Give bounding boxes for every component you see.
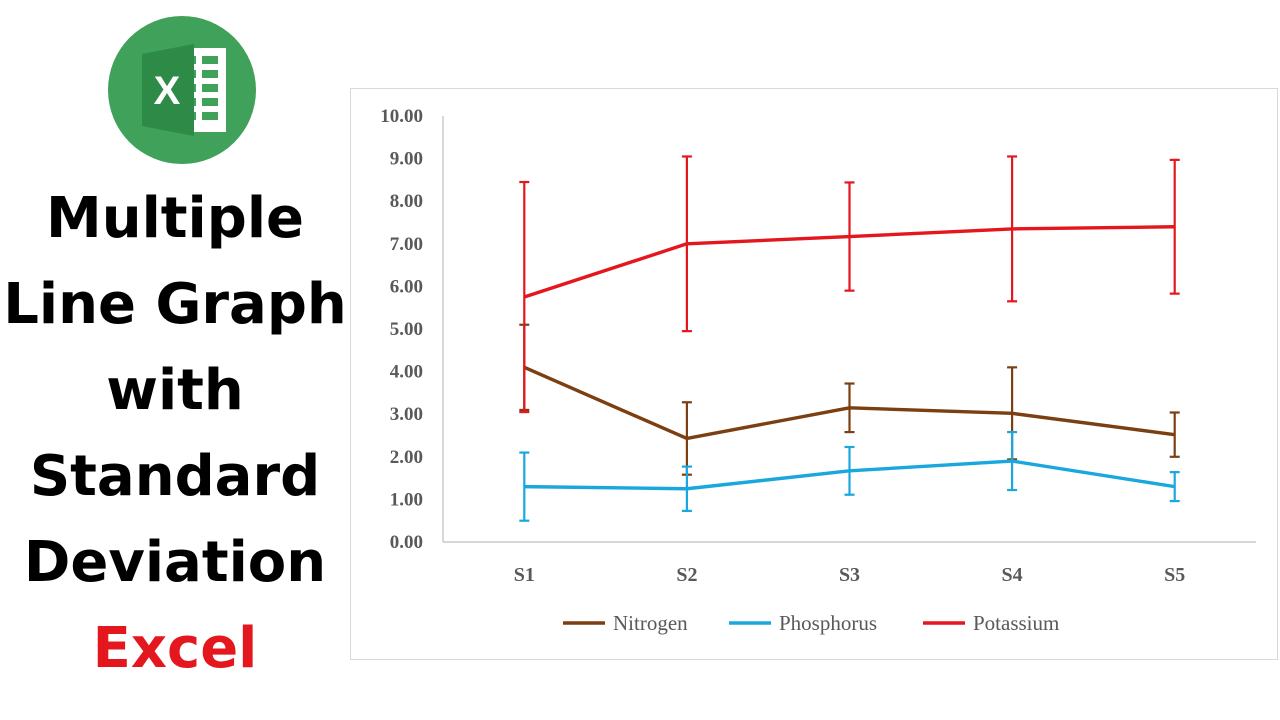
phosphorus-series-line (524, 459, 1175, 491)
excel-logo-letter: X (154, 69, 181, 113)
title-accent: Excel (92, 616, 258, 681)
potassium-series-line (523, 225, 1175, 299)
x-category-label: S2 (676, 564, 697, 586)
y-tick-label: 4.00 (390, 362, 423, 383)
nitrogen-series-line (523, 365, 1175, 441)
legend-label-phosphorus: Phosphorus (779, 611, 877, 635)
line-chart: 0.00 1.00 2.00 3.00 4.00 5.00 6.00 7.00 8.00 9.00… (380, 106, 1256, 635)
x-category-label: S1 (514, 564, 535, 586)
title-line-4: Standard (29, 444, 321, 509)
y-tick-label: 3.00 (390, 404, 423, 425)
legend-label-nitrogen: Nitrogen (613, 611, 688, 635)
x-category-label: S3 (839, 564, 860, 586)
title-line-1: Multiple (45, 186, 304, 251)
title-line-5: Deviation (23, 530, 327, 595)
chart-area: 0.00 1.00 2.00 3.00 4.00 5.00 6.00 7.00 8.00 9.00… (350, 88, 1278, 660)
y-tick-label: 8.00 (390, 191, 423, 212)
page-title: Multiple Line Graph with Standard Deviat… (0, 176, 350, 692)
title-line-2: Line Graph (3, 272, 347, 337)
y-tick-label: 2.00 (390, 447, 423, 468)
y-tick-label: 7.00 (390, 234, 423, 255)
x-category-label: S4 (1002, 564, 1023, 586)
y-tick-label: 1.00 (390, 489, 423, 510)
excel-logo-cover (142, 44, 194, 136)
legend-label-potassium: Potassium (973, 611, 1059, 635)
title-line-3: with (106, 358, 244, 423)
y-tick-label: 6.00 (390, 276, 423, 297)
y-tick-label: 9.00 (390, 149, 423, 170)
x-category-label: S5 (1164, 564, 1185, 586)
y-tick-label: 10.00 (380, 106, 423, 127)
excel-icon: X (108, 16, 256, 164)
y-tick-label: 5.00 (390, 319, 423, 340)
excel-logo: X (106, 14, 258, 166)
y-tick-label: 0.00 (390, 532, 423, 553)
